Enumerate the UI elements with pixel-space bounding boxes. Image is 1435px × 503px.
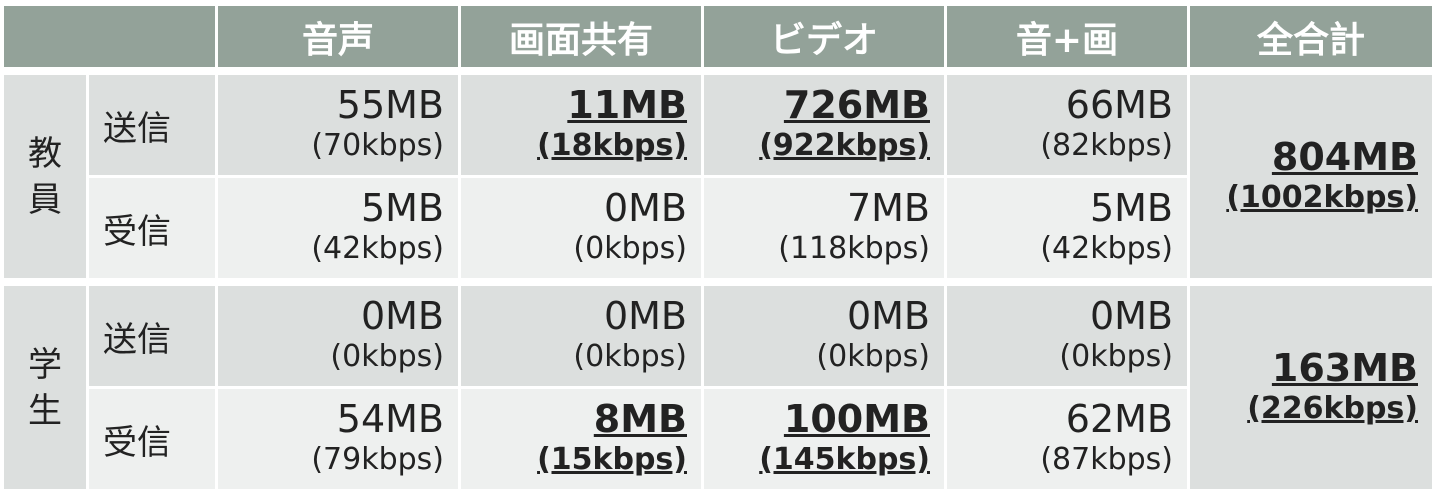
usage-cell: 0MB (0kbps) <box>704 286 944 386</box>
total-mb: 163MB <box>1271 345 1418 390</box>
usage-kbps: (18kbps) <box>537 128 687 163</box>
usage-kbps: (0kbps) <box>1059 339 1173 374</box>
header-blank <box>4 6 215 67</box>
usage-cell: 54MB (79kbps) <box>218 389 458 489</box>
table-row: 受信 54MB (79kbps) 8MB (15kbps) 100MB (145kbps) 6… <box>4 389 1432 489</box>
usage-cell: 8MB (15kbps) <box>461 389 701 489</box>
direction-label: 送信 <box>89 286 215 386</box>
header-video: ビデオ <box>704 6 944 67</box>
usage-kbps: (0kbps) <box>573 231 687 266</box>
usage-cell: 0MB (0kbps) <box>947 286 1187 386</box>
usage-kbps: (82kbps) <box>1040 128 1173 163</box>
usage-cell: 726MB (922kbps) <box>704 75 944 175</box>
usage-kbps: (70kbps) <box>311 128 444 163</box>
group-label-char: 生 <box>28 390 62 431</box>
usage-mb: 100MB <box>783 397 930 441</box>
group-label: 学生 <box>4 286 86 489</box>
usage-cell: 62MB (87kbps) <box>947 389 1187 489</box>
usage-kbps: (0kbps) <box>573 339 687 374</box>
group-label: 教員 <box>4 75 86 278</box>
group-label-char: 学 <box>28 344 62 385</box>
group-label-char: 教 <box>28 133 62 174</box>
data-usage-table: 音声 画面共有 ビデオ 音+画 全合計 教員送信 55MB (70kbps) 11MB… <box>1 3 1435 492</box>
usage-cell: 0MB (0kbps) <box>461 286 701 386</box>
usage-mb: 11MB <box>567 83 687 127</box>
usage-kbps: (42kbps) <box>1040 231 1173 266</box>
total-cell: 804MB (1002kbps) <box>1190 75 1432 278</box>
usage-cell: 0MB (0kbps) <box>461 178 701 278</box>
usage-kbps: (42kbps) <box>311 231 444 266</box>
table-row: 教員送信 55MB (70kbps) 11MB (18kbps) 726MB (922kbp… <box>4 75 1432 278</box>
usage-mb: 726MB <box>783 83 930 127</box>
usage-mb: 8MB <box>593 397 687 441</box>
usage-cell: 66MB (82kbps) <box>947 75 1187 175</box>
total-cell: 163MB (226kbps) <box>1190 286 1432 489</box>
usage-mb: 0MB <box>603 186 687 230</box>
direction-label: 送信 <box>89 75 215 175</box>
usage-cell: 7MB (118kbps) <box>704 178 944 278</box>
total-kbps: (1002kbps) <box>1226 179 1418 215</box>
header-screen-share: 画面共有 <box>461 6 701 67</box>
table-row: 受信 5MB (42kbps) 0MB (0kbps) 7MB (118kbps) 5MB (4… <box>4 178 1432 278</box>
usage-cell: 11MB (18kbps) <box>461 75 701 175</box>
usage-mb: 54MB <box>336 397 444 441</box>
total-mb: 804MB <box>1271 134 1418 179</box>
header-row: 音声 画面共有 ビデオ 音+画 全合計 <box>4 6 1432 67</box>
usage-mb: 62MB <box>1065 397 1173 441</box>
usage-mb: 7MB <box>846 186 930 230</box>
usage-cell: 5MB (42kbps) <box>218 178 458 278</box>
usage-mb: 0MB <box>846 294 930 338</box>
usage-mb: 5MB <box>360 186 444 230</box>
usage-kbps: (922kbps) <box>759 128 930 163</box>
usage-mb: 0MB <box>1089 294 1173 338</box>
usage-kbps: (0kbps) <box>816 339 930 374</box>
usage-mb: 5MB <box>1089 186 1173 230</box>
usage-kbps: (87kbps) <box>1040 442 1173 477</box>
usage-mb: 55MB <box>336 83 444 127</box>
direction-label: 受信 <box>89 389 215 489</box>
usage-kbps: (79kbps) <box>311 442 444 477</box>
group-label-char: 員 <box>28 179 62 220</box>
usage-cell: 55MB (70kbps) <box>218 75 458 175</box>
usage-mb: 66MB <box>1065 83 1173 127</box>
header-total: 全合計 <box>1190 6 1432 67</box>
usage-cell: 0MB (0kbps) <box>218 286 458 386</box>
table-row: 学生送信 0MB (0kbps) 0MB (0kbps) 0MB (0kbps) 0MB (0k… <box>4 286 1432 489</box>
usage-cell: 5MB (42kbps) <box>947 178 1187 278</box>
header-audio-screen: 音+画 <box>947 6 1187 67</box>
usage-kbps: (145kbps) <box>759 442 930 477</box>
header-audio: 音声 <box>218 6 458 67</box>
usage-kbps: (118kbps) <box>778 231 930 266</box>
usage-cell: 100MB (145kbps) <box>704 389 944 489</box>
usage-kbps: (15kbps) <box>537 442 687 477</box>
total-kbps: (226kbps) <box>1247 390 1418 426</box>
usage-mb: 0MB <box>360 294 444 338</box>
usage-mb: 0MB <box>603 294 687 338</box>
usage-kbps: (0kbps) <box>330 339 444 374</box>
direction-label: 受信 <box>89 178 215 278</box>
